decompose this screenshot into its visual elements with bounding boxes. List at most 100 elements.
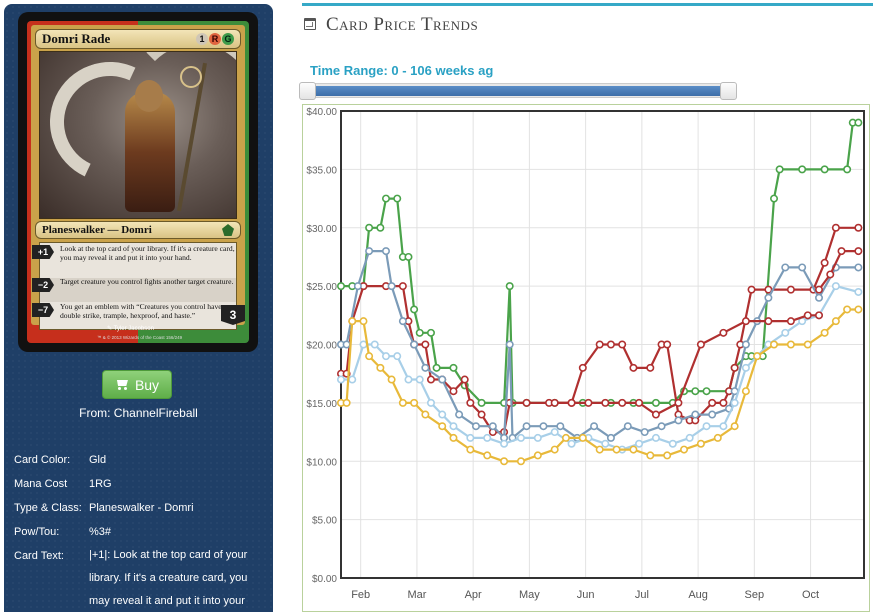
x-tick-label: Apr [465, 589, 482, 601]
data-point [708, 410, 717, 419]
data-point [741, 363, 750, 372]
data-point [381, 352, 390, 361]
data-point [365, 352, 374, 361]
data-point [770, 340, 779, 349]
data-point [640, 428, 649, 437]
series-line [341, 285, 859, 451]
loyalty-cost: +1 [32, 245, 54, 259]
data-point [477, 398, 486, 407]
data-point [522, 422, 531, 431]
data-point [663, 451, 672, 460]
data-point [483, 451, 492, 460]
y-tick-label: $5.00 [312, 516, 337, 527]
data-point [595, 340, 604, 349]
card-info-panel: Domri Rade 1 R G Planeswalker — Domri +1… [4, 4, 273, 612]
time-range-label: Time Range: 0 - 106 weeks ag [310, 63, 494, 78]
detail-value: %3# [89, 526, 112, 538]
data-point [730, 398, 739, 407]
data-point [500, 439, 509, 448]
data-point [831, 223, 840, 232]
y-tick-label: $35.00 [306, 165, 337, 176]
data-point [843, 305, 852, 314]
data-point [798, 263, 807, 272]
card-text-box: +1 Look at the top card of your library.… [32, 242, 237, 330]
data-point [843, 165, 852, 174]
data-point [516, 433, 525, 442]
data-point [623, 422, 632, 431]
slider-range [311, 86, 725, 96]
card-title-bar: Domri Rade 1 R G [35, 29, 241, 49]
data-point [730, 422, 739, 431]
data-point [719, 398, 728, 407]
x-tick-label: Sep [745, 589, 765, 601]
data-point [651, 410, 660, 419]
slider-handle-end[interactable] [720, 82, 737, 100]
slider-handle-start[interactable] [299, 82, 316, 100]
detail-label: Card Text: [14, 550, 64, 562]
data-point [831, 317, 840, 326]
time-range-slider[interactable] [299, 82, 737, 100]
data-point [691, 410, 700, 419]
data-point [786, 285, 795, 294]
data-point [370, 340, 379, 349]
data-point [460, 375, 469, 384]
data-point [539, 422, 548, 431]
data-point [365, 223, 374, 232]
data-point [674, 416, 683, 425]
data-point [584, 398, 593, 407]
detail-row: Type & Class: Planeswalker - Domri [14, 496, 269, 520]
data-point [854, 305, 863, 314]
buy-button[interactable]: Buy [102, 370, 172, 399]
data-point [438, 422, 447, 431]
price-chart: $0.00 $5.00 $10.00 $15.00 $20.00 $25.00 $30.00… [302, 104, 870, 612]
mana-symbol-generic: 1 [196, 33, 208, 45]
data-point [336, 375, 345, 384]
x-tick-label: Aug [688, 589, 708, 601]
data-point [798, 165, 807, 174]
data-point [505, 340, 514, 349]
mana-symbol-green: G [222, 33, 234, 45]
data-point [421, 340, 430, 349]
data-point [815, 285, 824, 294]
data-point [578, 363, 587, 372]
data-point [612, 445, 621, 454]
series-line [554, 314, 819, 416]
data-point [786, 317, 795, 326]
data-point [567, 439, 576, 448]
data-point [691, 387, 700, 396]
data-point [820, 258, 829, 267]
data-point [657, 422, 666, 431]
data-point [398, 282, 407, 291]
data-point [781, 263, 790, 272]
data-point [595, 445, 604, 454]
data-point [533, 433, 542, 442]
y-tick-label: $10.00 [306, 457, 337, 468]
data-point [646, 451, 655, 460]
series-line [341, 121, 859, 404]
data-point [696, 340, 705, 349]
data-point [410, 305, 419, 314]
data-point [803, 311, 812, 320]
data-point [348, 317, 357, 326]
data-point [651, 433, 660, 442]
data-point [449, 387, 458, 396]
data-point [702, 422, 711, 431]
detail-row: Mana Cost 1RG [14, 472, 269, 496]
y-tick-label: $40.00 [306, 107, 337, 118]
data-point [837, 247, 846, 256]
data-point [629, 445, 638, 454]
data-point [753, 352, 762, 361]
data-point [359, 317, 368, 326]
data-point [466, 398, 475, 407]
card-type-bar: Planeswalker — Domri [35, 221, 241, 239]
data-point [550, 398, 559, 407]
x-tick-label: May [519, 589, 540, 601]
data-point [410, 340, 419, 349]
data-point [415, 375, 424, 384]
data-point [635, 439, 644, 448]
data-point [618, 340, 627, 349]
detail-label: Card Color: [14, 454, 71, 466]
detail-row: Card Color: Gld [14, 448, 269, 472]
detail-label: Pow/Tou: [14, 526, 60, 538]
loyalty-ability: −2 Target creature you control fights an… [32, 277, 236, 302]
